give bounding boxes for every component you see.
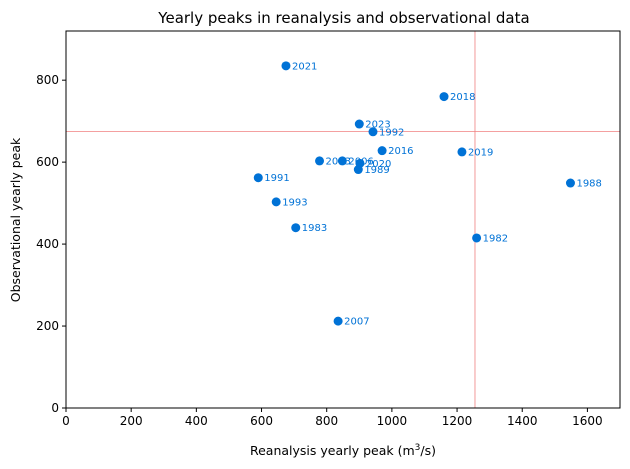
data-point-label-1988: 1988 xyxy=(576,179,601,190)
data-point-label-1992: 1992 xyxy=(379,127,404,138)
data-point-1993 xyxy=(271,197,281,207)
y-axis-ticks: 0 200 400 600 800 xyxy=(36,73,66,415)
x-tick-label: 600 xyxy=(250,414,273,428)
data-point-1988 xyxy=(565,178,575,188)
x-axis-label-superscript: 3 xyxy=(415,443,421,453)
data-point-2007 xyxy=(333,316,343,326)
data-point-1992 xyxy=(368,127,378,137)
data-point-1983 xyxy=(291,223,301,233)
data-point-label-1983: 1983 xyxy=(302,223,327,234)
y-tick-label: 200 xyxy=(36,319,59,333)
data-point-2021 xyxy=(281,61,291,71)
plot-frame xyxy=(65,30,621,409)
data-point-label-2018: 2018 xyxy=(450,92,475,103)
y-tick-label: 400 xyxy=(36,237,59,251)
data-point-2016 xyxy=(377,146,387,156)
data-point-label-1989: 1989 xyxy=(364,165,389,176)
data-point-2003 xyxy=(315,156,325,166)
data-point-label-2020: 2020 xyxy=(366,159,391,170)
data-point-2023 xyxy=(354,119,364,129)
x-tick-label: 400 xyxy=(185,414,208,428)
x-axis-ticks: 0 200 400 600 800 1000 1200 1400 1600 xyxy=(62,408,603,428)
data-points xyxy=(253,61,575,326)
data-point-label-2019: 2019 xyxy=(468,147,493,158)
data-point-1982 xyxy=(472,233,482,243)
x-tick-label: 1400 xyxy=(507,414,538,428)
data-point-label-2023: 2023 xyxy=(365,120,390,131)
data-point-label-2021: 2021 xyxy=(292,61,317,72)
data-point-label-1991: 1991 xyxy=(264,173,289,184)
data-point-1991 xyxy=(253,173,263,183)
x-tick-label: 200 xyxy=(120,414,143,428)
x-tick-label: 800 xyxy=(315,414,338,428)
chart-title: Yearly peaks in reanalysis and observati… xyxy=(157,9,529,27)
data-point-1989 xyxy=(353,165,363,175)
data-point-label-2006: 2006 xyxy=(348,156,373,167)
x-tick-label: 1200 xyxy=(442,414,473,428)
x-axis-label: Reanalysis yearly peak (m3/s) xyxy=(250,443,436,458)
x-tick-label: 1000 xyxy=(377,414,408,428)
x-tick-label: 1600 xyxy=(572,414,603,428)
data-point-label-1993: 1993 xyxy=(282,197,307,208)
y-axis-label: Observational yearly peak xyxy=(8,137,23,302)
data-point-2019 xyxy=(457,147,467,157)
data-point-2018 xyxy=(439,92,449,102)
data-point-label-2007: 2007 xyxy=(344,317,369,328)
data-point-label-2003: 2003 xyxy=(326,156,351,167)
y-tick-label: 0 xyxy=(51,401,59,415)
data-point-label-1982: 1982 xyxy=(483,233,508,244)
reference-lines xyxy=(66,31,620,408)
data-point-label-2016: 2016 xyxy=(388,146,413,157)
x-tick-label: 0 xyxy=(62,414,70,428)
y-tick-label: 600 xyxy=(36,155,59,169)
data-point-2006 xyxy=(337,156,347,166)
y-tick-label: 800 xyxy=(36,73,59,87)
